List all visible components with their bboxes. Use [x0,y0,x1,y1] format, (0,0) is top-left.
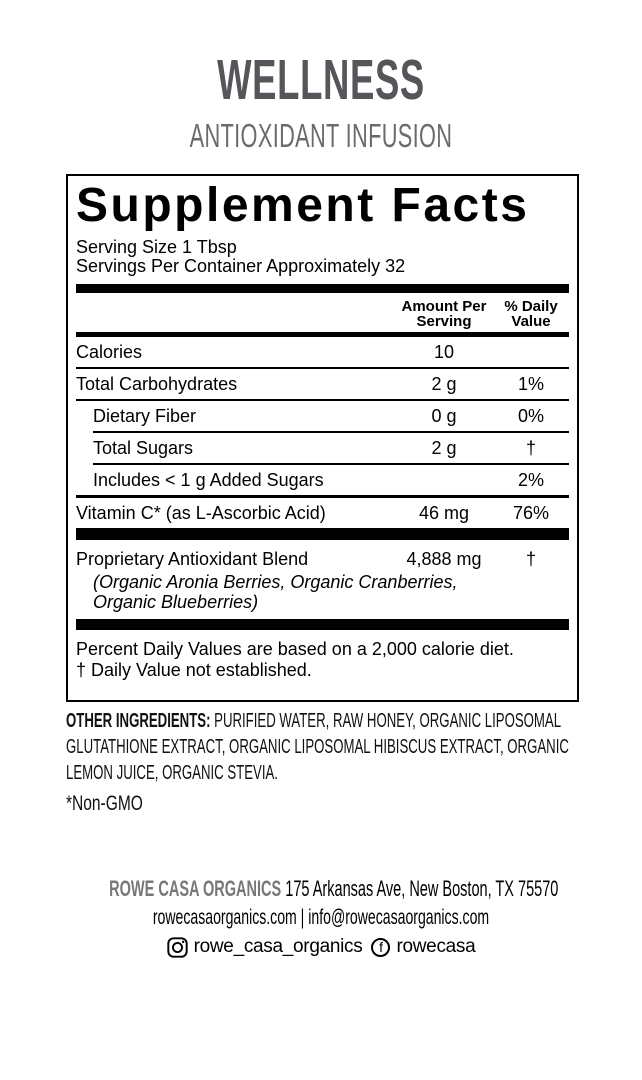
divider-bar-blend-top [76,528,569,540]
table-header-row: Amount Per Serving % Daily Value [76,293,569,332]
column-header-amount-label: Amount Per Serving [401,298,487,330]
divider-bar-header [76,332,569,337]
company-address: 175 Arkansas Ave, New Boston, TX 75570 [285,876,559,901]
row-separator [93,431,569,433]
nutrient-amount: 10 [433,341,455,362]
table-row-total-carbohydrates: Total Carbohydrates 2 g 1% [76,369,569,399]
product-name: WELLNESS [217,48,425,112]
other-ingredients-label: OTHER INGREDIENTS: [66,710,211,732]
product-subtitle: ANTIOXIDANT INFUSION [189,117,453,154]
nutrient-daily-value: † [525,437,536,458]
nutrient-name: Calories [76,341,143,362]
nutrient-amount: 46 mg [418,502,470,523]
table-row-added-sugars: Includes < 1 g Added Sugars 2% [76,465,569,495]
divider-bar-top [76,284,569,293]
serving-info: Serving Size 1 Tbsp Servings Per Contain… [76,238,569,276]
nutrient-daily-value: † [525,549,536,569]
contact-divider: | [300,906,305,929]
row-separator [76,367,569,369]
instagram-group: rowe_casa_organics [166,936,363,958]
nutrient-amount: 4,888 mg [406,549,482,569]
footnote-block: Percent Daily Values are based on a 2,00… [76,639,569,681]
email: info@rowecasaorganics.com [308,906,490,929]
instagram-icon [166,936,188,958]
table-row-total-sugars: Total Sugars 2 g † [76,433,569,463]
footer-contact-line: rowecasaorganics.com | info@rowecasaorga… [106,905,536,930]
supplement-facts-panel: Supplement Facts Serving Size 1 Tbsp Ser… [66,174,579,702]
brand-header: WELLNESS ANTIOXIDANT INFUSION [0,48,642,154]
nutrient-amount: 0 g [431,405,457,426]
instagram-handle: rowe_casa_organics [193,936,363,957]
website: rowecasaorganics.com [152,906,297,929]
nutrient-amount: 2 g [431,437,457,458]
nutrient-daily-value: 76% [512,502,550,523]
facebook-group: f rowecasa [371,936,476,958]
nutrient-name: Includes < 1 g Added Sugars [93,469,324,490]
nutrient-amount: 2 g [431,373,457,394]
other-ingredients: OTHER INGREDIENTS: PURIFIED WATER, RAW H… [66,708,579,786]
nutrient-daily-value: 1% [517,373,544,394]
footnote-dagger: † Daily Value not established. [76,660,312,680]
non-gmo-note: *Non-GMO [66,792,143,815]
table-row-dietary-fiber: Dietary Fiber 0 g 0% [76,401,569,431]
serving-size: Serving Size 1 Tbsp [76,237,237,257]
footer-company-line: ROWE CASA ORGANICS 175 Arkansas Ave, New… [109,876,558,902]
nutrient-name: Dietary Fiber [93,405,197,426]
nutrient-name: Total Carbohydrates [76,373,238,394]
supplement-facts-title: Supplement Facts [76,179,530,232]
divider-bar-blend-bottom [76,619,569,630]
column-header-amount: Amount Per Serving [385,299,503,329]
table-row-calories: Calories 10 [76,337,569,367]
company-name: ROWE CASA ORGANICS [109,876,282,901]
table-row-vitamin-c: Vitamin C* (as L-Ascorbic Acid) 46 mg 76… [76,498,569,528]
column-header-daily-value: % Daily Value [503,299,559,329]
footer-social-line: rowe_casa_organics f rowecasa [0,936,642,958]
nutrient-name: Vitamin C* (as L-Ascorbic Acid) [76,502,326,523]
footer: ROWE CASA ORGANICS 175 Arkansas Ave, New… [0,876,642,958]
servings-per-container: Servings Per Container Approximately 32 [76,256,406,276]
row-separator [93,463,569,465]
nutrient-daily-value: 2% [517,469,544,490]
nutrient-daily-value: 0% [517,405,544,426]
footnote-daily-values: Percent Daily Values are based on a 2,00… [76,639,514,659]
row-separator [76,495,569,498]
table-row-proprietary-blend: Proprietary Antioxidant Blend 4,888 mg † [76,549,569,570]
proprietary-blend-section: Proprietary Antioxidant Blend 4,888 mg †… [76,540,569,612]
blend-components: (Organic Aronia Berries, Organic Cranber… [93,572,458,612]
facebook-handle: rowecasa [396,936,476,957]
row-separator [76,399,569,401]
column-header-daily-value-label: % Daily Value [504,298,558,330]
other-ingredients-text: PURIFIED WATER, RAW HONEY, ORGANIC LIPOS… [66,710,569,784]
nutrient-name: Proprietary Antioxidant Blend [76,549,309,569]
facebook-icon: f [371,937,391,957]
nutrient-name: Total Sugars [93,437,194,458]
